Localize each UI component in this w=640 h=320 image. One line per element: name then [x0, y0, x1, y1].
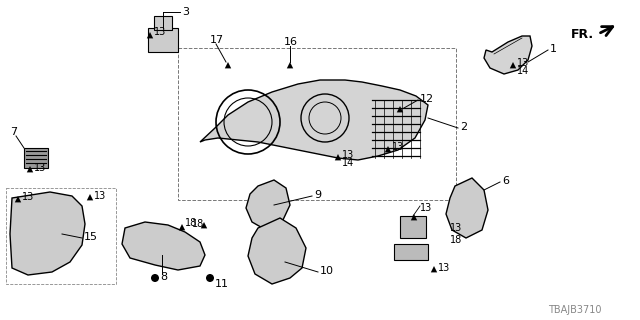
Text: 13: 13 [450, 223, 462, 233]
Text: 11: 11 [215, 279, 229, 289]
Polygon shape [179, 224, 185, 230]
Text: 7: 7 [10, 127, 17, 137]
Text: 16: 16 [284, 37, 298, 47]
Text: 13: 13 [517, 58, 529, 68]
FancyBboxPatch shape [394, 244, 428, 260]
Polygon shape [397, 106, 403, 112]
Text: 17: 17 [210, 35, 224, 45]
Text: 13: 13 [420, 203, 432, 213]
Polygon shape [147, 32, 153, 38]
Polygon shape [335, 154, 341, 160]
Polygon shape [246, 180, 290, 230]
Text: 13: 13 [34, 163, 46, 173]
Bar [6, 188, 116, 284]
Bar [178, 48, 456, 200]
FancyBboxPatch shape [24, 148, 48, 168]
Polygon shape [10, 192, 85, 275]
Text: 13: 13 [22, 192, 35, 202]
Polygon shape [287, 62, 293, 68]
Text: 13: 13 [94, 191, 106, 201]
Text: 3: 3 [182, 7, 189, 17]
Polygon shape [15, 196, 21, 203]
Text: 13: 13 [392, 142, 404, 152]
Text: 14: 14 [342, 158, 355, 168]
Text: 6: 6 [502, 176, 509, 186]
Text: 10: 10 [320, 266, 334, 276]
Polygon shape [446, 178, 488, 238]
Text: 18: 18 [450, 235, 462, 245]
Polygon shape [201, 222, 207, 228]
Polygon shape [122, 222, 205, 270]
Circle shape [206, 274, 214, 282]
Polygon shape [27, 166, 33, 172]
Text: 13: 13 [342, 150, 355, 160]
Text: FR.: FR. [571, 28, 594, 41]
Polygon shape [248, 218, 306, 284]
Text: 12: 12 [420, 94, 434, 104]
Circle shape [151, 274, 159, 282]
FancyBboxPatch shape [400, 216, 426, 238]
Text: 14: 14 [517, 66, 529, 76]
Polygon shape [510, 62, 516, 68]
Polygon shape [225, 62, 231, 68]
Text: TBAJB3710: TBAJB3710 [548, 305, 602, 315]
Text: 13: 13 [438, 263, 451, 273]
Bar [148, 28, 178, 52]
Polygon shape [87, 194, 93, 200]
Polygon shape [385, 146, 391, 152]
Bar [154, 16, 172, 30]
Text: 2: 2 [460, 122, 467, 132]
Polygon shape [411, 214, 417, 220]
Text: 9: 9 [314, 190, 321, 200]
Text: 8: 8 [160, 272, 167, 282]
Text: 15: 15 [84, 232, 98, 242]
Polygon shape [484, 36, 532, 74]
Polygon shape [200, 80, 428, 160]
Text: 1: 1 [550, 44, 557, 54]
Text: 18: 18 [185, 218, 197, 228]
Polygon shape [431, 266, 437, 272]
Text: 13: 13 [154, 27, 166, 37]
Text: 18: 18 [192, 219, 204, 229]
